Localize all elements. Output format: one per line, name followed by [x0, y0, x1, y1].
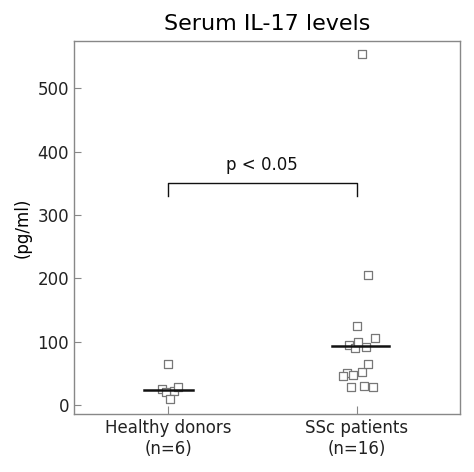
Point [343, 370, 351, 377]
Point [362, 343, 370, 351]
Point [364, 271, 372, 279]
Y-axis label: (pg/ml): (pg/ml) [14, 198, 32, 258]
Point [347, 383, 355, 391]
Point [170, 387, 178, 395]
Point [163, 388, 170, 396]
Point [355, 338, 362, 346]
Point [339, 373, 347, 380]
Point [164, 360, 172, 368]
Point [364, 360, 372, 368]
Title: Serum IL-17 levels: Serum IL-17 levels [164, 14, 370, 34]
Point [349, 371, 356, 379]
Point [174, 383, 182, 391]
Point [166, 395, 174, 403]
Text: p < 0.05: p < 0.05 [227, 156, 298, 174]
Point [358, 368, 366, 376]
Point [360, 382, 368, 390]
Point [358, 50, 366, 58]
Point [372, 335, 379, 342]
Point [345, 341, 353, 349]
Point [370, 383, 377, 391]
Point [351, 344, 358, 352]
Point [159, 385, 166, 393]
Point [353, 322, 360, 329]
